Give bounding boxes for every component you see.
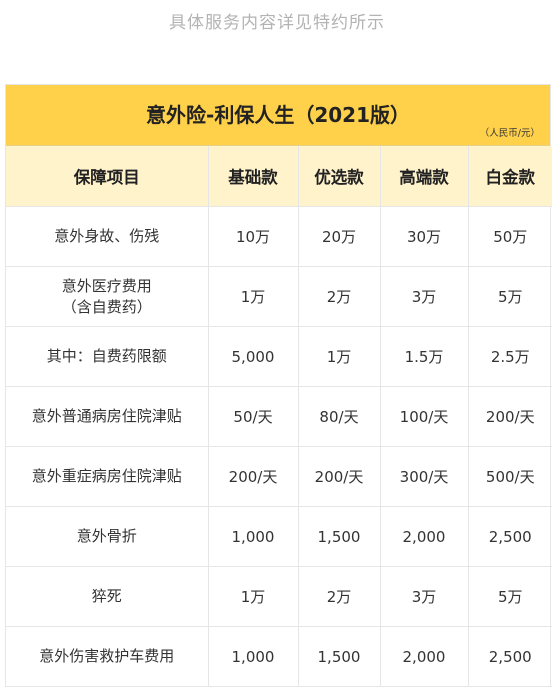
coverage-value: 1.5万: [379, 326, 469, 387]
table-row: 意外医疗费用 （含自费药） 1万 2万 3万 5万: [6, 266, 552, 327]
coverage-item: 意外骨折: [6, 506, 209, 567]
coverage-value: 300/天: [379, 446, 469, 507]
table-row: 猝死 1万 2万 3万 5万: [6, 566, 552, 627]
table-row: 意外伤害救护车费用 1,000 1,500 2,000 2,500: [6, 626, 552, 687]
coverage-value: 100/天: [379, 386, 469, 447]
coverage-value: 80/天: [297, 386, 381, 447]
coverage-value: 200/天: [297, 446, 381, 507]
table-row: 意外普通病房住院津贴 50/天 80/天 100/天 200/天: [6, 386, 552, 447]
coverage-value: 3万: [379, 566, 469, 627]
coverage-value: 200/天: [467, 386, 552, 447]
coverage-item: 意外身故、伤残: [6, 206, 209, 267]
table-row: 其中：自费药限额 5,000 1万 1.5万 2.5万: [6, 326, 552, 387]
header-basic: 基础款: [207, 146, 299, 207]
coverage-value: 2,500: [467, 506, 552, 567]
coverage-grid: 保障项目 基础款 优选款 高端款 白金款 意外身故、伤残 10万 20万 30万 50万…: [6, 146, 552, 687]
coverage-value: 20万: [297, 206, 381, 267]
coverage-value: 200/天: [207, 446, 299, 507]
coverage-value: 10万: [207, 206, 299, 267]
coverage-value: 1万: [297, 326, 381, 387]
coverage-value: 2.5万: [467, 326, 552, 387]
coverage-value: 2,500: [467, 626, 552, 687]
coverage-value: 1万: [207, 566, 299, 627]
currency-unit: （人民币/元）: [479, 128, 540, 139]
header-platinum: 白金款: [467, 146, 552, 207]
coverage-item: 猝死: [6, 566, 209, 627]
coverage-value: 1,500: [297, 626, 381, 687]
coverage-value: 1,000: [207, 506, 299, 567]
table-row: 意外重症病房住院津贴 200/天 200/天 300/天 500/天: [6, 446, 552, 507]
coverage-value: 2,000: [379, 626, 469, 687]
header-preferred: 优选款: [297, 146, 381, 207]
coverage-value: 1,000: [207, 626, 299, 687]
coverage-value: 2,000: [379, 506, 469, 567]
header-premium: 高端款: [379, 146, 469, 207]
service-note: 具体服务内容详见特约所示: [169, 13, 385, 33]
coverage-item: 意外重症病房住院津贴: [6, 446, 209, 507]
header-item: 保障项目: [6, 146, 209, 207]
coverage-value: 5万: [467, 566, 552, 627]
coverage-value: 2万: [297, 566, 381, 627]
coverage-value: 5万: [467, 266, 552, 327]
table-title: 意外险-利保人生（2021版）: [146, 103, 410, 127]
coverage-value: 50万: [467, 206, 552, 267]
coverage-value: 500/天: [467, 446, 552, 507]
coverage-table: 意外险-利保人生（2021版） （人民币/元） 保障项目 基础款 优选款 高端款…: [5, 84, 552, 687]
coverage-item: 意外伤害救护车费用: [6, 626, 209, 687]
table-title-bar: 意外险-利保人生（2021版） （人民币/元）: [6, 85, 550, 146]
table-row: 意外骨折 1,000 1,500 2,000 2,500: [6, 506, 552, 567]
coverage-value: 3万: [379, 266, 469, 327]
coverage-value: 1,500: [297, 506, 381, 567]
coverage-value: 30万: [379, 206, 469, 267]
coverage-value: 50/天: [207, 386, 299, 447]
coverage-value: 2万: [297, 266, 381, 327]
coverage-item: 意外普通病房住院津贴: [6, 386, 209, 447]
coverage-item: 其中：自费药限额: [6, 326, 209, 387]
header-row: 保障项目 基础款 优选款 高端款 白金款: [6, 146, 552, 207]
table-row: 意外身故、伤残 10万 20万 30万 50万: [6, 206, 552, 267]
coverage-item: 意外医疗费用 （含自费药）: [6, 266, 209, 327]
coverage-value: 1万: [207, 266, 299, 327]
coverage-value: 5,000: [207, 326, 299, 387]
